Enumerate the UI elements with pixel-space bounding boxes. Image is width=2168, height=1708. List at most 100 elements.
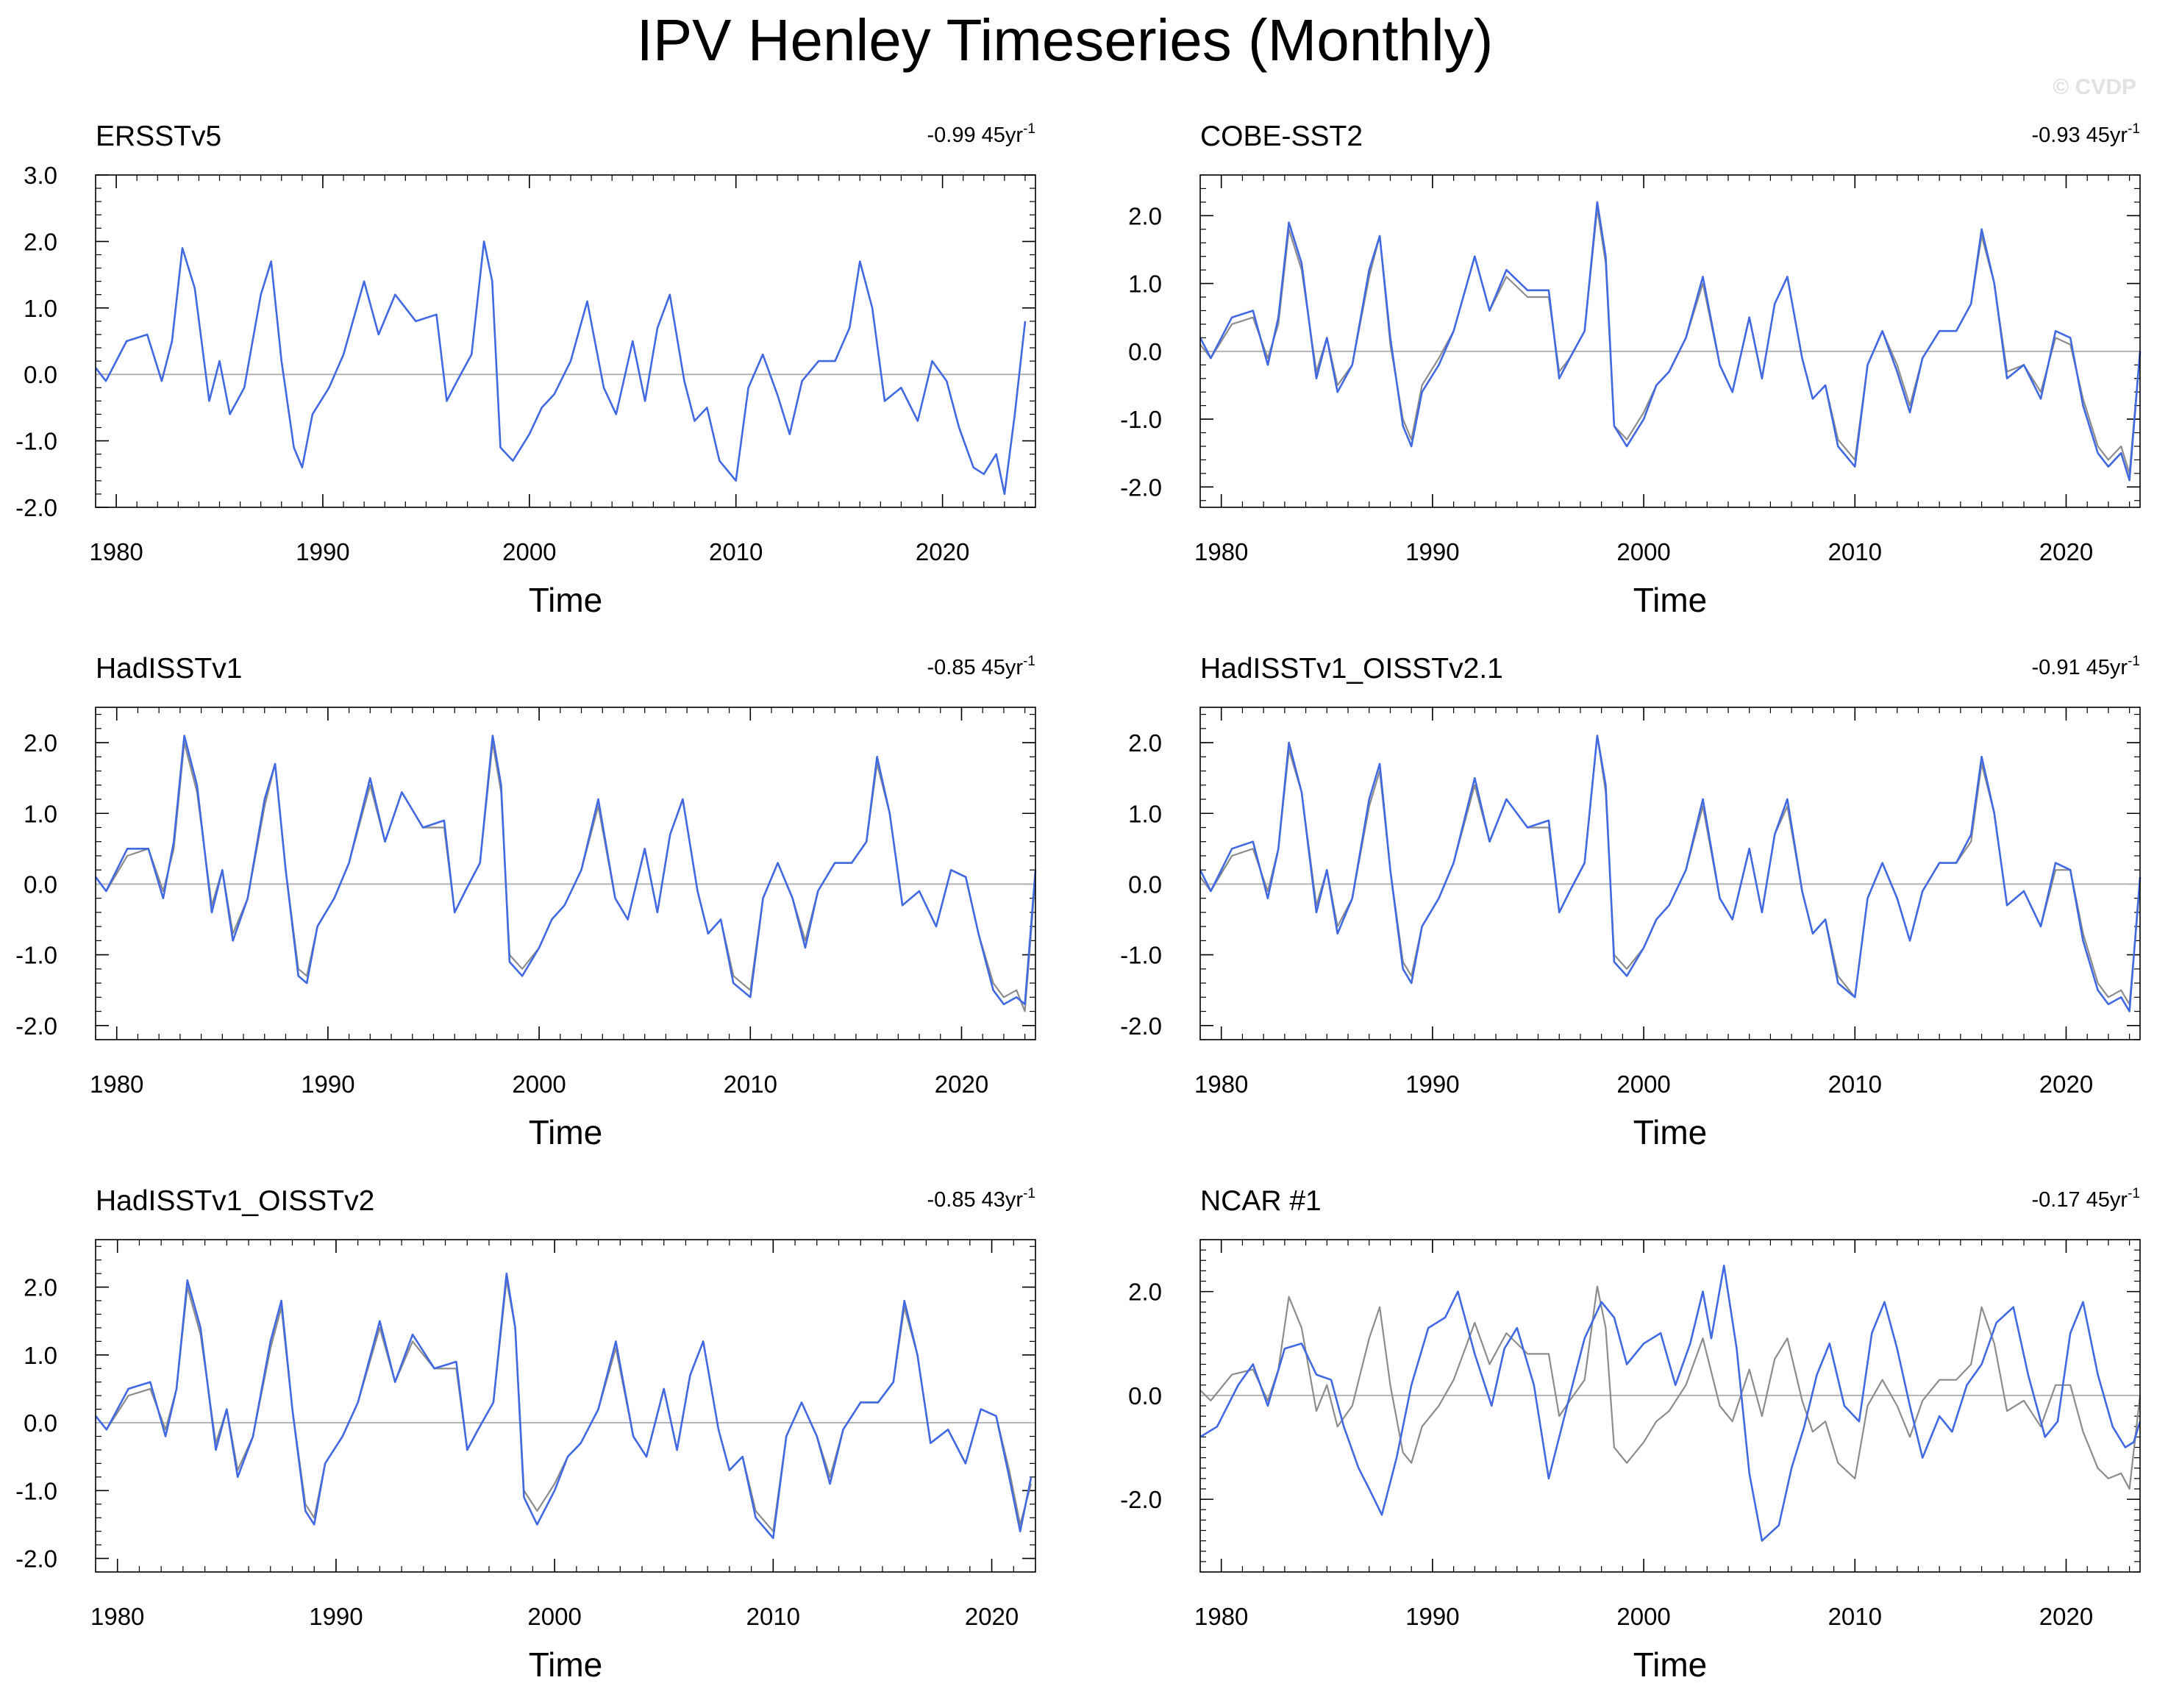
x-tick-label: 2010: [709, 538, 763, 565]
y-tick-label: -2.0: [15, 494, 57, 521]
x-tick-label: 1990: [309, 1603, 363, 1630]
reference-series-line: [95, 1279, 1033, 1532]
y-tick-label: 2.0: [24, 1274, 57, 1301]
reference-series-line: [1199, 208, 2142, 475]
x-tick-label: 2010: [746, 1603, 800, 1630]
y-tick-label: 3.0: [24, 162, 57, 189]
trend-superscript: -1: [1023, 654, 1035, 669]
plot-frame: [95, 174, 1036, 508]
y-tick-label: -2.0: [1120, 474, 1162, 501]
panel-title: HadISSTv1: [96, 653, 242, 685]
panel-2: COBE-SST2 -0.93 45yr-1 -2.0 -1.0 0.0 1.0 2.0 19…: [1120, 121, 2142, 619]
x-tick-label: 2000: [1616, 1603, 1670, 1630]
y-tick-label: 2.0: [24, 228, 57, 255]
y-tick-label: 0.0: [24, 871, 57, 898]
trend-label: -0.17 45yr-1: [2032, 1186, 2140, 1212]
reference-series-line: [1199, 1285, 2142, 1490]
y-tick-label: -1.0: [1120, 406, 1162, 433]
cvdp-watermark: © CVDP: [2053, 75, 2136, 99]
observations-series-line: [94, 240, 1027, 496]
panel-title: HadISSTv1_OISSTv2: [96, 1185, 374, 1217]
x-tick-label: 1990: [1405, 1603, 1459, 1630]
x-tick-label: 1980: [89, 538, 143, 565]
x-tick-label: 1990: [1405, 1071, 1459, 1098]
y-tick-label: -1.0: [15, 942, 57, 969]
y-tick-label: 0.0: [24, 361, 57, 388]
x-tick-label: 1980: [90, 1603, 144, 1630]
panel-title: ERSSTv5: [96, 121, 221, 152]
x-axis-label: Time: [529, 1646, 603, 1684]
y-tick-label: 0.0: [1128, 338, 1162, 365]
panel-5: HadISSTv1_OISSTv2 -0.85 43yr-1 -2.0 -1.0 0.0…: [15, 1185, 1036, 1684]
x-tick-label: 2020: [935, 1071, 988, 1098]
y-tick-label: 0.0: [1128, 871, 1162, 898]
plot-frame: [1199, 1239, 2141, 1573]
x-tick-label: 2020: [2039, 1603, 2093, 1630]
y-tick-label: 2.0: [1128, 202, 1162, 229]
panel-6: NCAR #1 -0.17 45yr-1 -2.0 0.0 2.0 1980 1990 200…: [1120, 1185, 2142, 1684]
x-tick-label: 2010: [1828, 538, 1882, 565]
x-tick-label: 2020: [916, 538, 969, 565]
trend-superscript: -1: [2128, 654, 2140, 669]
x-tick-label: 2000: [1616, 538, 1670, 565]
x-axis-label: Time: [529, 1113, 603, 1151]
trend-superscript: -1: [1023, 121, 1035, 137]
plot-frame: [1199, 707, 2141, 1040]
trend-label: -0.85 43yr-1: [927, 1186, 1035, 1212]
observations-series-line: [94, 735, 1037, 1006]
reference-series-line: [95, 741, 1037, 1012]
panel-3: HadISSTv1 -0.85 45yr-1 -2.0 -1.0 0.0 1.0 2.0 19…: [15, 653, 1037, 1151]
panel-title: HadISSTv1_OISSTv2.1: [1200, 653, 1503, 685]
x-tick-label: 1980: [1194, 538, 1248, 565]
y-tick-label: -1.0: [15, 1477, 57, 1504]
trend-label: -0.85 45yr-1: [927, 654, 1035, 679]
panel-title: COBE-SST2: [1200, 121, 1363, 152]
x-tick-label: 2010: [724, 1071, 777, 1098]
trend-label: -0.93 45yr-1: [2032, 121, 2140, 147]
x-tick-label: 1990: [1405, 538, 1459, 565]
x-tick-label: 1990: [296, 538, 349, 565]
x-axis-label: Time: [1633, 1646, 1708, 1684]
y-tick-label: -1.0: [15, 428, 57, 455]
observations-series-line: [94, 1272, 1033, 1540]
x-tick-label: 1980: [90, 1071, 143, 1098]
trend-label: -0.91 45yr-1: [2032, 654, 2140, 679]
y-tick-label: -2.0: [15, 1012, 57, 1040]
trend-superscript: -1: [2128, 1186, 2140, 1201]
y-tick-label: -2.0: [1120, 1012, 1162, 1040]
x-tick-label: 2000: [527, 1603, 581, 1630]
figure-title: IPV Henley Timeseries (Monthly): [637, 7, 1494, 73]
reference-series-line: [1199, 735, 2142, 1006]
y-tick-label: -2.0: [15, 1546, 57, 1573]
y-tick-label: 2.0: [1128, 1279, 1162, 1306]
x-tick-label: 1980: [1194, 1071, 1248, 1098]
y-tick-label: 1.0: [24, 1342, 57, 1369]
observations-series-line: [1199, 1265, 2142, 1542]
x-tick-label: 2020: [965, 1603, 1019, 1630]
y-tick-label: 2.0: [1128, 729, 1162, 757]
panel-4: HadISSTv1_OISSTv2.1 -0.91 45yr-1 -2.0 -1.0 0…: [1120, 653, 2142, 1151]
y-tick-label: -2.0: [1120, 1486, 1162, 1513]
y-tick-label: 1.0: [1128, 271, 1162, 298]
x-tick-label: 2010: [1828, 1071, 1882, 1098]
trend-superscript: -1: [2128, 121, 2140, 137]
plot-frame: [95, 1239, 1036, 1573]
y-tick-label: 0.0: [24, 1409, 57, 1437]
y-tick-label: 1.0: [1128, 800, 1162, 827]
x-axis-label: Time: [1633, 581, 1708, 619]
y-tick-label: 2.0: [24, 729, 57, 757]
y-tick-label: -1.0: [1120, 942, 1162, 969]
plot-frame: [1199, 174, 2141, 508]
panels-grid: ERSSTv5 -0.99 45yr-1 -2.0 -1.0 0.0 1.0 2.0 3.0 1…: [15, 121, 2142, 1684]
panel-title: NCAR #1: [1200, 1185, 1322, 1217]
x-tick-label: 2020: [2039, 1071, 2093, 1098]
x-tick-label: 2000: [1616, 1071, 1670, 1098]
trend-label: -0.99 45yr-1: [927, 121, 1035, 147]
observations-series-line: [1199, 201, 2142, 482]
x-tick-label: 2020: [2039, 538, 2093, 565]
x-axis-label: Time: [1633, 1113, 1708, 1151]
x-tick-label: 2010: [1828, 1603, 1882, 1630]
y-tick-label: 1.0: [24, 295, 57, 322]
plot-frame: [95, 707, 1036, 1040]
